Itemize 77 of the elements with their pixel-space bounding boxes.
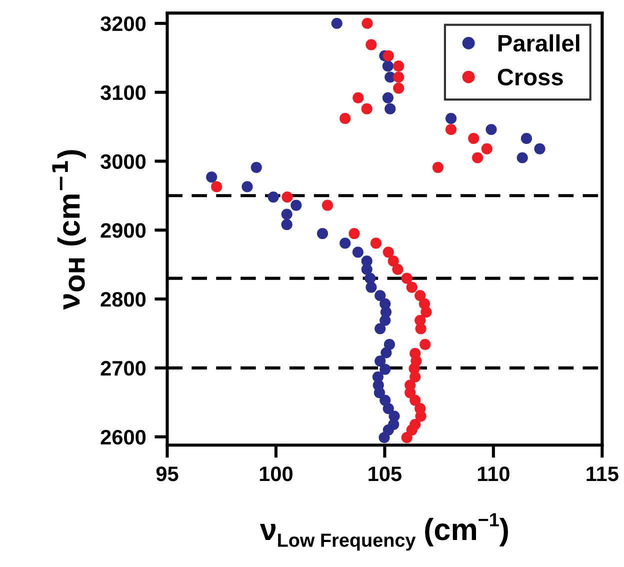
point — [445, 124, 457, 136]
point — [481, 143, 492, 154]
point — [380, 314, 391, 326]
point — [281, 219, 292, 230]
point — [242, 181, 253, 192]
point — [374, 387, 386, 398]
y-tick-label: 2700 — [100, 360, 146, 376]
point — [414, 290, 426, 302]
point — [366, 39, 377, 50]
point — [366, 282, 377, 293]
point — [380, 347, 392, 358]
point — [415, 410, 426, 422]
point — [445, 112, 457, 124]
point — [393, 82, 404, 94]
point — [432, 162, 444, 173]
legend-label: Parallel — [498, 34, 580, 52]
point — [380, 364, 391, 375]
point — [361, 264, 372, 275]
point — [382, 92, 394, 104]
point — [268, 191, 279, 203]
y-tick-label: 2900 — [100, 223, 146, 238]
point — [331, 18, 342, 29]
point — [282, 191, 293, 203]
y-axis-title: ν$_{OH}$ (cm$^{−1}$) — [52, 150, 86, 310]
x-tick-label: 105 — [368, 466, 402, 482]
point — [370, 238, 382, 249]
point — [384, 103, 396, 114]
point — [250, 162, 262, 173]
point — [410, 394, 421, 406]
point — [340, 112, 351, 124]
point — [322, 200, 334, 211]
point — [420, 338, 431, 350]
point — [211, 181, 222, 192]
point — [382, 246, 394, 258]
point — [401, 432, 412, 444]
point — [393, 60, 404, 72]
point — [415, 323, 426, 334]
point — [362, 18, 373, 29]
y-tick-label: 2600 — [100, 430, 146, 445]
point — [352, 246, 364, 258]
point — [352, 92, 364, 104]
y-tick-label: 3100 — [100, 85, 146, 100]
point — [520, 132, 532, 144]
point — [410, 371, 421, 382]
x-tick-label: 95 — [156, 466, 178, 482]
point — [374, 323, 386, 334]
point — [406, 282, 418, 293]
point — [486, 124, 497, 136]
point — [374, 355, 386, 367]
point — [382, 60, 394, 72]
point — [348, 228, 360, 240]
point — [392, 264, 404, 275]
point — [401, 272, 412, 284]
y-tick-label: 2800 — [100, 292, 146, 307]
point — [382, 50, 394, 62]
point — [472, 152, 484, 164]
point — [534, 143, 546, 154]
point — [290, 200, 302, 211]
point — [382, 403, 394, 414]
x-tick-label: 100 — [260, 466, 292, 482]
point — [468, 132, 480, 144]
point — [420, 306, 432, 318]
x-tick-label: 110 — [478, 466, 510, 482]
point — [281, 208, 292, 220]
point — [361, 103, 372, 114]
legend-label: Cross — [498, 68, 563, 86]
y-tick-label: 3000 — [100, 154, 146, 169]
point — [393, 72, 404, 83]
point — [378, 432, 390, 444]
point — [516, 152, 528, 164]
point — [316, 228, 328, 240]
point — [340, 238, 351, 249]
point — [374, 290, 386, 302]
point — [388, 256, 399, 267]
point — [206, 171, 218, 183]
y-tick-label: 3200 — [100, 16, 146, 32]
x-tick-label: 115 — [586, 466, 618, 482]
